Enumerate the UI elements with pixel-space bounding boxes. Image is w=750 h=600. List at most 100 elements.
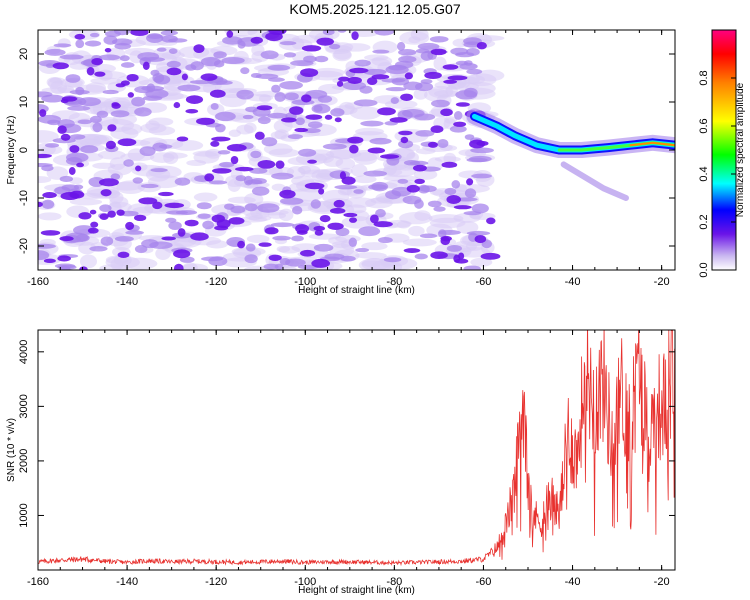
snr-plot xyxy=(38,330,675,567)
noise-patch xyxy=(296,230,308,235)
top-x-tick-label: -140 xyxy=(116,276,138,288)
noise-patch xyxy=(334,117,342,123)
noise-patch xyxy=(383,175,420,182)
noise-patch xyxy=(261,137,278,147)
noise-patch xyxy=(310,199,321,209)
noise-patch xyxy=(449,125,467,133)
noise-patch xyxy=(142,61,150,70)
noise-patch xyxy=(304,182,325,190)
noise-patch xyxy=(447,75,468,81)
bottom-x-tick-label: -120 xyxy=(205,576,227,588)
noise-patch xyxy=(59,236,74,242)
noise-patch xyxy=(424,71,442,79)
noise-patch xyxy=(284,92,299,101)
noise-patch xyxy=(446,195,461,204)
noise-patch xyxy=(363,68,387,76)
noise-patch xyxy=(366,77,378,86)
noise-patch xyxy=(134,214,147,222)
bottom-x-tick-label: -80 xyxy=(386,576,402,588)
noise-patch xyxy=(166,60,181,68)
noise-patch xyxy=(412,164,427,172)
noise-patch xyxy=(298,165,311,175)
noise-patch xyxy=(86,66,95,76)
noise-patch xyxy=(391,186,412,197)
noise-patch xyxy=(146,33,164,43)
noise-patch xyxy=(98,178,119,187)
colorbar-tick-label: 0.8 xyxy=(698,70,710,85)
noise-patch xyxy=(275,160,285,169)
noise-patch xyxy=(79,254,97,269)
noise-patch xyxy=(355,127,385,136)
noise-patch xyxy=(353,175,377,184)
bottom-x-tick-label: -140 xyxy=(116,576,138,588)
bottom-x-axis-label: Height of straight line (km) xyxy=(298,585,415,596)
noise-patch xyxy=(145,120,160,131)
noise-patch xyxy=(105,140,116,150)
noise-patch xyxy=(402,238,437,247)
noise-patch xyxy=(314,55,329,63)
noise-patch xyxy=(318,187,325,195)
noise-patch xyxy=(91,58,103,66)
noise-patch xyxy=(271,172,294,180)
noise-patch xyxy=(317,95,333,103)
bottom-y-tick-label: 1000 xyxy=(18,503,30,527)
noise-patch xyxy=(98,54,121,61)
noise-patch xyxy=(116,180,146,195)
noise-patch xyxy=(333,199,345,208)
noise-patch xyxy=(400,136,409,144)
noise-patch xyxy=(451,180,461,189)
noise-patch xyxy=(349,144,359,154)
noise-patch xyxy=(165,217,177,223)
noise-patch xyxy=(162,152,188,159)
noise-patch xyxy=(173,249,191,259)
noise-patch xyxy=(94,71,106,77)
noise-patch xyxy=(330,108,345,117)
noise-patch xyxy=(400,93,414,101)
noise-patch xyxy=(279,41,297,46)
bottom-x-tick-label: -160 xyxy=(27,576,49,588)
top-x-tick-label: -60 xyxy=(476,276,492,288)
noise-patch xyxy=(85,82,106,93)
noise-patch xyxy=(337,30,347,33)
noise-patch xyxy=(244,203,258,212)
noise-patch xyxy=(59,175,74,183)
noise-patch xyxy=(193,192,218,202)
noise-patch xyxy=(313,225,326,232)
noise-patch xyxy=(408,225,425,237)
noise-patch xyxy=(237,240,246,249)
noise-patch xyxy=(300,68,319,77)
top-y-axis-label: Frequency (Hz) xyxy=(6,116,17,185)
axes-layer: -160 -140 -120 -100 -80 -60 -40 -20-20-1001020H… xyxy=(6,29,676,596)
noise-patch xyxy=(273,119,293,133)
noise-patch xyxy=(430,125,444,134)
noise-patch xyxy=(303,55,317,63)
noise-patch xyxy=(361,260,383,267)
noise-patch xyxy=(40,230,61,236)
noise-patch xyxy=(38,176,52,184)
noise-patch xyxy=(135,165,142,172)
noise-patch xyxy=(256,105,273,111)
noise-patch xyxy=(245,179,263,185)
noise-patch xyxy=(41,94,65,103)
top-y-tick-label: -20 xyxy=(18,238,30,254)
noise-patch xyxy=(257,203,280,213)
noise-patch xyxy=(270,222,295,228)
noise-patch xyxy=(313,243,334,252)
noise-patch xyxy=(328,43,341,50)
noise-patch xyxy=(279,81,303,90)
noise-patch xyxy=(197,213,211,219)
noise-patch xyxy=(397,178,409,184)
noise-patch xyxy=(419,233,438,239)
noise-patch xyxy=(430,251,448,260)
noise-patch xyxy=(453,205,472,210)
noise-patch xyxy=(388,64,407,71)
noise-patch xyxy=(301,45,322,52)
noise-patch xyxy=(409,160,429,166)
noise-patch xyxy=(343,212,358,218)
noise-patch xyxy=(455,52,475,58)
noise-patch xyxy=(341,197,377,208)
noise-patch xyxy=(347,136,364,144)
noise-patch xyxy=(166,210,188,215)
noise-patch xyxy=(90,221,99,228)
noise-patch xyxy=(120,62,135,68)
